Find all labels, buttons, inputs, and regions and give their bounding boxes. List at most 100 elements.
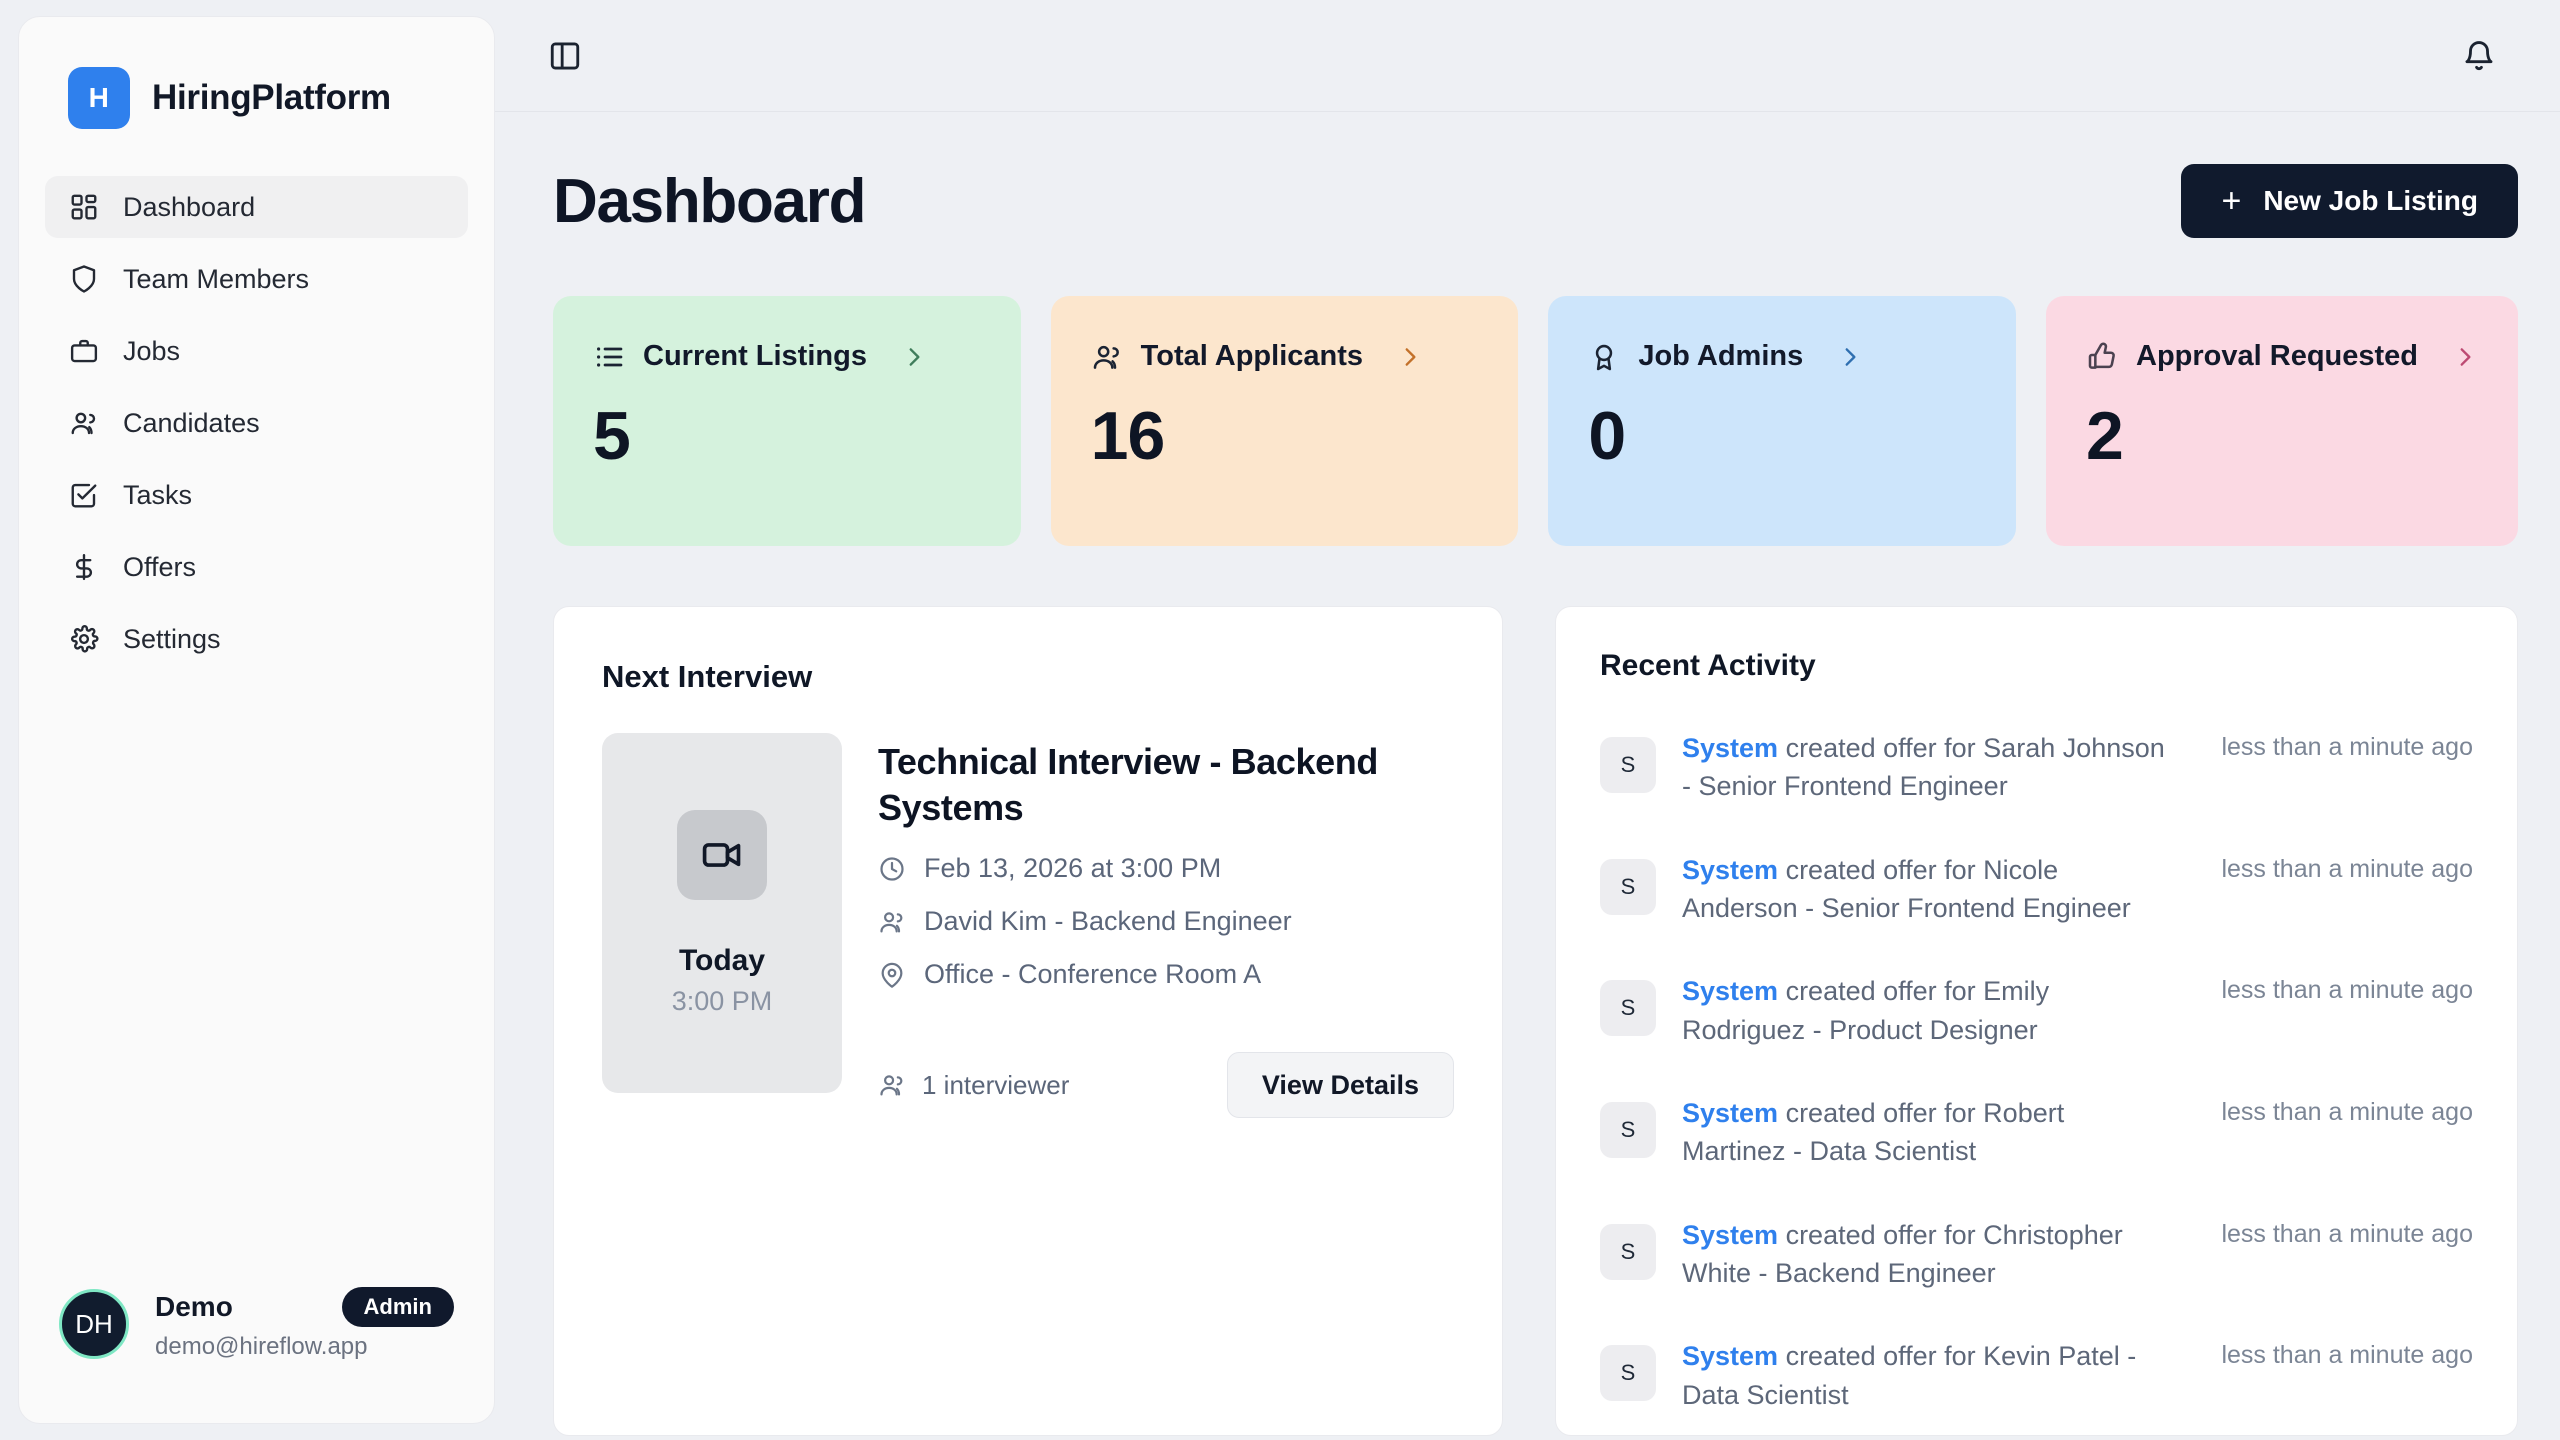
activity-actor[interactable]: System [1682,1219,1779,1250]
interview-day-label: Today [678,943,766,977]
main-area: Dashboard + New Job Listing [495,0,2560,1440]
stat-cards: Current Listings 5 Tota [553,296,2519,546]
avatar: S [1600,1345,1656,1402]
avatar: S [1600,1101,1656,1158]
interview-title: Technical Interview - Backend Systems [878,741,1378,829]
briefcase-icon [69,336,99,366]
activity-text: System created offer for Sarah Johnson -… [1682,733,2165,802]
interview-datetime-row: Feb 13, 2026 at 3:00 PM [878,853,1454,884]
brand-logo-icon: H [68,67,130,129]
activity-timestamp: less than a minute ago [2221,1341,2473,1370]
avatar: S [1600,980,1656,1037]
map-pin-icon [878,961,906,989]
stat-card-approval-requested[interactable]: Approval Requested 2 [2046,296,2519,546]
user-meta: Demo Admin demo@hireflow.app [155,1287,454,1361]
sidebar-nav: Dashboard Team Members [19,176,494,670]
shield-icon [69,264,99,294]
sidebar-item-dashboard[interactable]: Dashboard [45,176,468,238]
topbar [495,0,2560,112]
chevron-right-icon [1397,344,1423,370]
gear-icon [69,624,99,654]
users-icon [878,1071,906,1099]
user-name: Demo [155,1291,233,1322]
stat-card-header: Job Admins [1588,340,1976,373]
interview-time-label: 3:00 PM [671,985,773,1016]
stat-card-label: Current Listings [643,340,867,372]
stat-card-value: 0 [1588,398,1626,474]
list-item[interactable]: S System created offer for Sarah Johnson … [1600,729,2473,806]
interviewer-count-label: 1 interviewer [922,1069,1070,1100]
activity-text: System created offer for Robert Martinez… [1682,1097,2065,1167]
list-item[interactable]: S System created offer for Christopher Wh… [1600,1216,2473,1293]
bell-icon[interactable] [2456,33,2502,79]
clock-icon [878,855,906,883]
list-item[interactable]: S System created offer for Emily Rodrigue… [1600,972,2473,1049]
activity-actor[interactable]: System [1682,1341,1779,1372]
award-icon [1588,341,1620,373]
sidebar-item-offers[interactable]: Offers [45,536,468,598]
users-icon [69,408,99,438]
panel-left-icon[interactable] [542,33,588,79]
activity-list: S System created offer for Sarah Johnson … [1600,729,2473,1414]
stat-card-header: Current Listings [593,340,981,373]
chevron-right-icon [1837,344,1863,370]
sidebar-item-candidates[interactable]: Candidates [45,392,468,454]
interview-info: Technical Interview - Backend Systems Fe… [878,733,1454,1119]
recent-activity-panel: Recent Activity S System created offer fo… [1555,606,2518,1436]
sidebar-item-label: Candidates [123,407,260,438]
stat-card-total-applicants[interactable]: Total Applicants 16 [1050,296,1519,546]
activity-timestamp: less than a minute ago [2221,1097,2473,1126]
activity-timestamp: less than a minute ago [2221,733,2473,761]
interview-person: David Kim - Backend Engineer [924,906,1292,937]
view-details-button[interactable]: View Details [1226,1052,1454,1119]
sidebar-item-jobs[interactable]: Jobs [45,320,468,382]
sidebar-item-label: Jobs [123,335,181,366]
sidebar-panel: H HiringPlatform Dashboard [18,16,495,1424]
users-icon [878,908,906,936]
activity-actor[interactable]: System [1682,976,1779,1007]
new-job-listing-label: New Job Listing [2263,185,2478,216]
list-item[interactable]: S System created offer for Robert Martine… [1600,1094,2473,1171]
sidebar-item-label: Dashboard [123,191,256,222]
activity-timestamp: less than a minute ago [2221,854,2473,883]
interview-person-row: David Kim - Backend Engineer [878,906,1454,937]
stat-card-header: Approval Requested [2086,340,2478,373]
activity-actor[interactable]: System [1682,854,1779,885]
activity-timestamp: less than a minute ago [2221,976,2473,1005]
panels: Next Interview Today 3:00 PM [553,606,2518,1436]
sidebar-item-label: Team Members [123,263,310,294]
dollar-icon [69,552,99,582]
stat-card-current-listings[interactable]: Current Listings 5 [553,296,1021,546]
next-interview-panel: Next Interview Today 3:00 PM [553,606,1503,1436]
sidebar-item-team-members[interactable]: Team Members [45,248,468,310]
stat-card-job-admins[interactable]: Job Admins 0 [1548,296,2017,546]
activity-actor[interactable]: System [1682,733,1779,763]
interview-thumbnail: Today 3:00 PM [602,733,842,1093]
avatar: DH [59,1289,129,1359]
stat-card-value: 2 [2086,398,2124,474]
avatar: S [1600,858,1656,915]
panel-title: Next Interview [602,659,813,694]
activity-actor[interactable]: System [1682,1097,1779,1128]
sidebar-item-label: Settings [123,623,221,654]
brand[interactable]: H HiringPlatform [19,17,494,129]
brand-name: HiringPlatform [152,78,391,117]
list-item[interactable]: S System created offer for Nicole Anderso… [1600,851,2473,928]
sidebar: H HiringPlatform Dashboard [0,0,495,1440]
status-badge: Admin [341,1287,454,1327]
activity-text: System created offer for Kevin Patel - D… [1682,1341,2137,1410]
interview-footer: 1 interviewer View Details [878,1052,1454,1119]
new-job-listing-button[interactable]: + New Job Listing [2181,164,2518,238]
list-item[interactable]: S System created offer for Kevin Patel - … [1600,1337,2473,1414]
interview-location-row: Office - Conference Room A [878,959,1454,990]
plus-icon: + [2221,182,2242,220]
user-profile[interactable]: DH Demo Admin demo@hireflow.app [19,1287,494,1423]
sidebar-item-settings[interactable]: Settings [45,608,468,670]
sidebar-item-label: Offers [123,551,197,582]
sidebar-item-label: Tasks [123,479,193,510]
content: Dashboard + New Job Listing [495,112,2560,1440]
sidebar-item-tasks[interactable]: Tasks [45,464,468,526]
stat-card-header: Total Applicants [1091,340,1479,373]
video-icon [677,809,767,900]
